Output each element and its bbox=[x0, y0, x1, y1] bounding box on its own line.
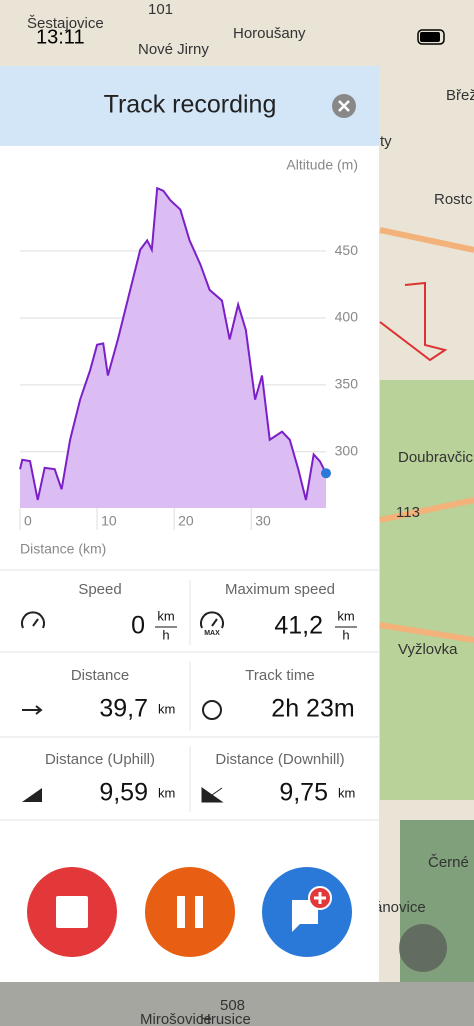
stat-unit: km bbox=[337, 608, 354, 623]
stat-label: Track time bbox=[245, 667, 314, 684]
map-label: Břež bbox=[446, 87, 474, 104]
uphill-icon bbox=[22, 788, 42, 802]
stat-value: 39,7 bbox=[99, 695, 148, 723]
map-label: Šestajovice bbox=[27, 15, 104, 32]
stat-unit: km bbox=[158, 701, 175, 716]
y-tick-label: 400 bbox=[335, 309, 359, 325]
pause-button[interactable] bbox=[145, 867, 235, 957]
map-label: 101 bbox=[148, 1, 173, 18]
stat-value: 2h 23m bbox=[271, 695, 354, 723]
stop-icon bbox=[56, 896, 88, 928]
stat-value: 9,59 bbox=[99, 779, 148, 807]
map-label: Horoušany bbox=[233, 25, 306, 42]
stat-label: Distance bbox=[71, 667, 129, 684]
stat-value: 0 bbox=[131, 612, 145, 640]
downhill-icon bbox=[201, 787, 224, 803]
stat-unit: h bbox=[342, 627, 349, 642]
map-label: Vyžlovka bbox=[398, 641, 458, 658]
max-speed-icon bbox=[200, 611, 224, 629]
line bbox=[19, 186, 327, 501]
map-label: Doubravčic bbox=[398, 449, 474, 466]
map-label: ánovice bbox=[374, 899, 426, 916]
panel-title: Track recording bbox=[104, 91, 277, 119]
map-label: Černé bbox=[428, 854, 469, 871]
speed-icon bbox=[21, 611, 45, 629]
map-label: 113 bbox=[396, 504, 420, 521]
forest bbox=[380, 380, 474, 800]
y-tick-label: 300 bbox=[335, 442, 359, 458]
battery-level bbox=[420, 32, 440, 42]
x-tick-label: 20 bbox=[178, 513, 194, 529]
current-point bbox=[321, 468, 331, 479]
distance-icon bbox=[22, 705, 43, 715]
plus-icon bbox=[314, 892, 326, 904]
note-icon bbox=[292, 900, 318, 932]
x-tick-label: 30 bbox=[255, 513, 271, 529]
icon-text: MAX bbox=[204, 630, 220, 637]
stat-value: 41,2 bbox=[274, 612, 323, 640]
status-time: 13:11 bbox=[36, 26, 85, 48]
x-axis-label: Distance (km) bbox=[20, 541, 106, 557]
pause-icon bbox=[177, 896, 203, 928]
map-label: Mirošovice bbox=[140, 1011, 212, 1026]
y-tick-label: 350 bbox=[335, 376, 359, 392]
stat-unit: km bbox=[338, 785, 355, 800]
map-label: Rostc bbox=[434, 191, 473, 208]
stat-dividers bbox=[0, 569, 379, 821]
road bbox=[379, 227, 474, 643]
stat-label: Distance (Uphill) bbox=[45, 751, 155, 768]
boundary bbox=[379, 281, 448, 362]
panel bbox=[0, 66, 379, 982]
stat-unit: h bbox=[162, 627, 169, 642]
y-axis-label: Altitude (m) bbox=[286, 157, 358, 173]
x-tick-label: 10 bbox=[101, 513, 117, 529]
stat-label: Distance (Downhill) bbox=[215, 751, 344, 768]
panel-header bbox=[0, 66, 379, 146]
stat-value: 9,75 bbox=[279, 779, 328, 807]
battery bbox=[417, 29, 445, 45]
stat-label: Maximum speed bbox=[225, 581, 335, 598]
x-tick-label: 0 bbox=[24, 513, 32, 529]
stat-unit: km bbox=[157, 608, 174, 623]
map-label: ty bbox=[380, 133, 392, 150]
map-label: 508 bbox=[220, 997, 245, 1014]
map-strip bbox=[0, 982, 474, 1026]
map-label: Hrusice bbox=[200, 1011, 251, 1026]
stat-label: Speed bbox=[78, 581, 121, 598]
area bbox=[20, 188, 326, 509]
map-label: Nové Jirny bbox=[138, 41, 209, 58]
y-tick-label: 450 bbox=[335, 242, 359, 258]
time-icon bbox=[202, 700, 222, 720]
stat-unit: km bbox=[158, 785, 175, 800]
close-icon bbox=[338, 100, 350, 112]
location-button[interactable] bbox=[399, 924, 447, 972]
